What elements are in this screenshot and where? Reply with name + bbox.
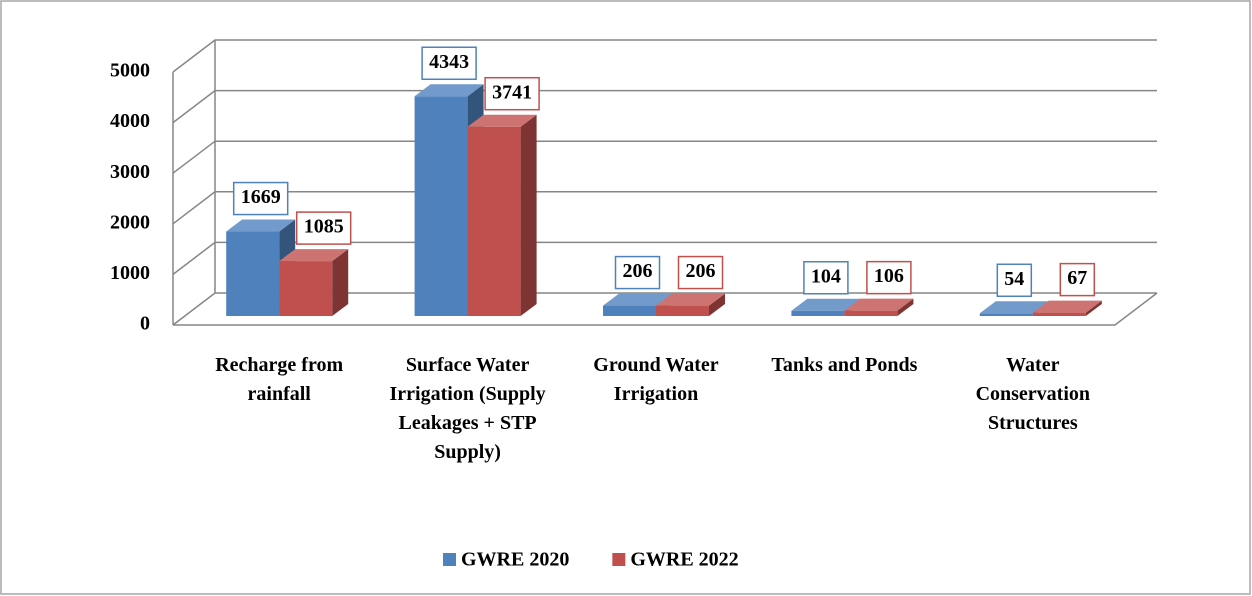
bar-top bbox=[1032, 300, 1102, 313]
data-label: 67 bbox=[1067, 267, 1087, 289]
bar-front bbox=[414, 96, 468, 316]
legend-label: GWRE 2020 bbox=[461, 549, 569, 571]
data-label-box bbox=[866, 260, 912, 295]
data-label: 4343 bbox=[429, 51, 469, 73]
x-tick-label: Water Conservation Structures bbox=[976, 354, 1090, 434]
bar-top bbox=[979, 301, 1049, 314]
data-label-box bbox=[1059, 262, 1096, 297]
grid-line bbox=[172, 241, 1157, 275]
data-label: 206 bbox=[686, 260, 716, 282]
legend-label: GWRE 2022 bbox=[630, 549, 738, 571]
data-label: 1669 bbox=[241, 186, 281, 208]
bar-front bbox=[1032, 312, 1086, 316]
data-label-box bbox=[295, 211, 352, 245]
bar-side bbox=[332, 249, 349, 316]
bar bbox=[656, 293, 725, 316]
bar bbox=[844, 298, 914, 316]
bar-front bbox=[656, 305, 709, 316]
bar-front bbox=[844, 310, 898, 316]
y-tick-label: 3000 bbox=[110, 161, 150, 183]
y-tick-label: 2000 bbox=[110, 211, 150, 233]
bar-front bbox=[979, 313, 1033, 316]
grid-line bbox=[172, 89, 1157, 124]
y-tick-label: 4000 bbox=[110, 110, 150, 132]
grid-line bbox=[172, 191, 1157, 225]
bar bbox=[467, 114, 537, 316]
bar bbox=[279, 249, 349, 316]
y-tick-label: 1000 bbox=[110, 262, 150, 284]
bar-top bbox=[279, 249, 349, 262]
bar-side bbox=[709, 293, 725, 316]
bar-front bbox=[279, 261, 333, 316]
bar-top bbox=[467, 114, 537, 127]
bar bbox=[1032, 300, 1102, 316]
data-label-box bbox=[232, 181, 289, 216]
bar-top bbox=[603, 293, 672, 306]
bar-top bbox=[844, 298, 914, 311]
y-tick-label: 0 bbox=[140, 313, 150, 335]
data-label: 206 bbox=[623, 260, 653, 282]
data-label-box bbox=[484, 76, 540, 111]
y-tick-label: 5000 bbox=[110, 60, 150, 82]
bar-side bbox=[520, 114, 537, 316]
data-label-box bbox=[677, 255, 724, 290]
data-label: 54 bbox=[1004, 268, 1024, 290]
legend-swatch bbox=[443, 553, 456, 566]
data-label: 3741 bbox=[492, 81, 532, 103]
bar-top bbox=[791, 298, 861, 311]
data-label-box bbox=[803, 260, 849, 295]
bar-front bbox=[226, 231, 280, 316]
data-label: 104 bbox=[811, 265, 841, 287]
data-label: 106 bbox=[874, 265, 904, 287]
bar-front bbox=[467, 126, 521, 316]
legend-swatch bbox=[612, 553, 626, 566]
x-tick-label: Recharge from rainfall bbox=[215, 354, 343, 405]
bar-top bbox=[226, 219, 296, 232]
bar-top bbox=[656, 293, 725, 306]
bar-front bbox=[791, 310, 845, 316]
bar-top bbox=[414, 84, 484, 97]
x-tick-label: Tanks and Ponds bbox=[771, 354, 917, 376]
grid-line bbox=[172, 39, 1157, 73]
bar-front bbox=[603, 305, 656, 316]
x-tick-label: Surface Water Irrigation (Supply Leakages … bbox=[390, 354, 546, 463]
floor-edge bbox=[173, 292, 1158, 326]
data-label-box bbox=[614, 255, 661, 290]
data-label-box bbox=[421, 46, 477, 80]
bar-side bbox=[1085, 300, 1102, 316]
x-tick-label: Ground Water Irrigation bbox=[593, 354, 719, 405]
data-label: 1085 bbox=[304, 216, 344, 238]
data-label-box bbox=[996, 263, 1033, 298]
bar-side bbox=[897, 298, 914, 316]
grid-line bbox=[172, 140, 1157, 174]
